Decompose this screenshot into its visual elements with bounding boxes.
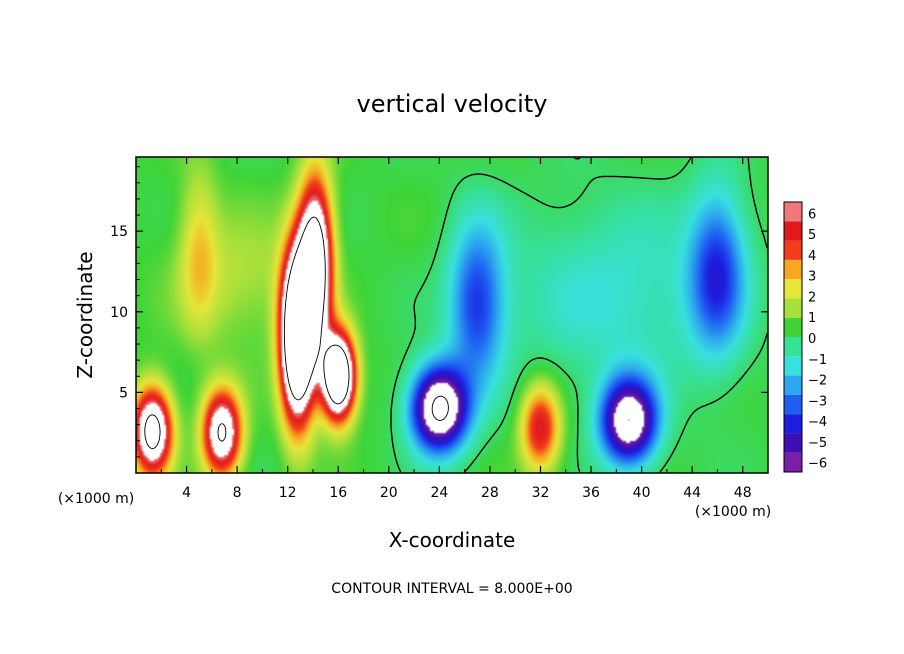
colorbar-tick-label: 2 [808,290,816,305]
x-tick-label: 24 [430,485,448,501]
colorbar-frame [783,201,803,473]
colorbar-tick-label: 4 [808,249,816,264]
colorbar-swatch [784,452,802,472]
colorbar-tick-label: −2 [808,374,827,389]
colorbar-tick-label: −5 [808,436,827,451]
y-tick-label: 5 [119,385,128,401]
contour-line [431,395,630,421]
colorbar-tick-label: 0 [808,332,816,347]
colorbar-tick-label: −1 [808,353,827,368]
chart-title: vertical velocity [357,90,548,118]
y-axis-label: Z-coordinate [73,251,97,378]
plot-area [135,156,769,474]
colorbar-swatch [784,221,802,241]
contour-interval-label: CONTOUR INTERVAL = 8.000E+00 [331,581,572,597]
contour-line [390,157,768,473]
x-axis: 4 8 12 16 20 24 28 32 36 40 44 48 [160,157,752,501]
colorbar-tick-label: 3 [808,270,816,285]
colorbar-tick-label: −3 [808,394,827,409]
plot-frame [135,156,769,474]
colorbar-tick-label: −6 [808,457,827,472]
x-unit-left: (×1000 m) [58,491,134,507]
colorbar: 6 5 4 3 2 1 0 −1 −2 −3 −4 −5 −6 [783,201,827,473]
x-unit-right: (×1000 m) [695,504,771,520]
colorbar-swatch [784,433,802,453]
x-tick-label: 48 [734,485,752,501]
x-axis-label: X-coordinate [389,528,516,552]
colorbar-tick-label: 5 [808,228,816,243]
x-tick-label: 12 [279,485,297,501]
colorbar-swatch [784,259,802,280]
x-tick-label: 44 [683,485,701,501]
colorbar-swatch [784,298,802,318]
x-tick-label: 4 [182,485,191,501]
colorbar-swatch [784,202,802,222]
colorbar-swatch [784,375,802,395]
colorbar-swatch [784,394,802,415]
colorbar-swatch [784,279,802,299]
heatmap-field [136,157,768,473]
contour-lines [144,157,768,473]
colorbar-swatch [784,337,802,357]
x-tick-label: 16 [329,485,347,501]
x-tick-label: 40 [633,485,651,501]
x-tick-label: 32 [532,485,550,501]
colorbar-swatch [784,240,802,260]
colorbar-tick-label: −4 [808,415,827,430]
x-tick-label: 36 [582,485,600,501]
colorbar-tick-label: 6 [808,207,816,222]
x-tick-label: 20 [380,485,398,501]
x-tick-label: 28 [481,485,499,501]
y-tick-label: 10 [110,305,128,321]
y-tick-label: 15 [110,224,128,240]
colorbar-tick-label: 1 [808,311,816,326]
y-axis: 5 10 15 [110,166,768,458]
contour-line [144,216,350,450]
colorbar-swatch [784,414,802,434]
colorbar-swatch [784,317,802,337]
x-tick-label: 8 [233,485,242,501]
colorbar-swatch [784,356,802,376]
